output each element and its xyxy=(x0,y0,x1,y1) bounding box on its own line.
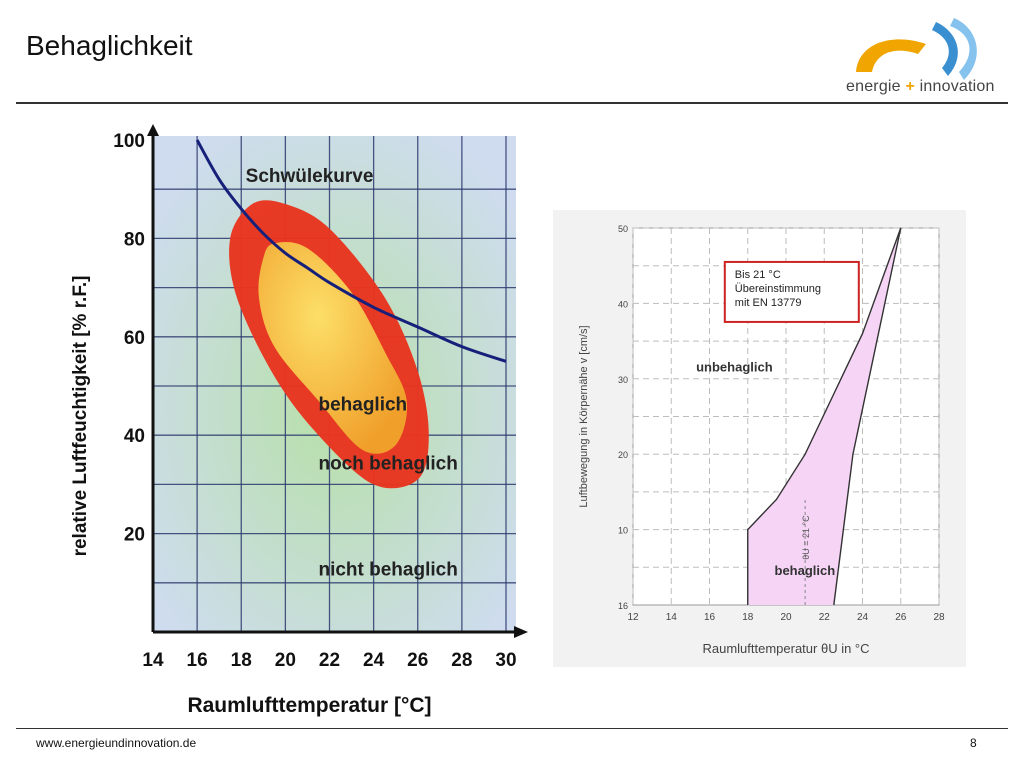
chart1-x-tick-label: 14 xyxy=(142,650,164,671)
logo-text-right: innovation xyxy=(919,78,995,95)
footer-divider xyxy=(16,728,1008,729)
chart1-y-tick-label: 40 xyxy=(124,426,145,447)
chart2-y-tick-label: 16 xyxy=(618,601,628,611)
chart2-x-tick-label: 12 xyxy=(627,612,639,623)
chart2-marker-label: θU = 21 °C xyxy=(801,515,811,560)
logo-blue-swoosh-2 xyxy=(950,18,977,80)
chart1-y-tick-label: 60 xyxy=(124,328,145,349)
chart2-y-tick-label: 20 xyxy=(618,450,628,460)
chart2-region-left-boundary xyxy=(747,227,902,605)
footer-url: www.energieundinnovation.de xyxy=(36,736,197,750)
chart2-annotation-line: mit EN 13779 xyxy=(735,297,802,309)
chart1-y-tick-label: 20 xyxy=(124,525,145,546)
chart2-x-tick-label: 14 xyxy=(666,612,678,623)
chart1-x-tick-label: 26 xyxy=(407,650,428,671)
chart2-x-tick-label: 16 xyxy=(704,612,716,623)
chart1-y-tick-label: 80 xyxy=(124,229,145,250)
chart1-zone-label-behaglich: behaglich xyxy=(318,395,407,416)
chart1-x-tick-label: 16 xyxy=(187,650,208,671)
chart1-x-axis-arrow xyxy=(514,626,528,638)
chart2-x-tick-label: 22 xyxy=(819,612,831,623)
chart2-x-tick-label: 24 xyxy=(857,612,869,623)
chart2-region-behaglich xyxy=(747,228,901,605)
chart2-x-axis-label: Raumlufttemperatur θU in °C xyxy=(702,641,869,656)
chart1-x-tick-label: 24 xyxy=(363,650,385,671)
chart2-y-tick-label: 40 xyxy=(618,299,628,309)
chart2-x-tick-label: 28 xyxy=(933,612,945,623)
chart1-schwuelekurve-line xyxy=(195,139,507,363)
chart1-x-axis-label: Raumlufttemperatur [°C] xyxy=(187,694,431,717)
chart2-x-tick-label: 20 xyxy=(780,612,792,623)
chart1-zone-label-nicht-behaglich: nicht behaglich xyxy=(318,559,457,580)
chart2-label-behaglich: behaglich xyxy=(775,563,836,578)
chart2-x-tick-label: 26 xyxy=(895,612,907,623)
chart1-zone-label-noch-behaglich: noch behaglich xyxy=(318,454,457,475)
chart1-y-tick-label: 100 xyxy=(113,131,145,152)
logo-text-plus: + xyxy=(905,78,915,95)
chart2-y-tick-label: 30 xyxy=(618,375,628,385)
company-logo xyxy=(836,14,1008,100)
chart1-x-tick-label: 20 xyxy=(275,650,296,671)
chart1-x-tick-label: 22 xyxy=(319,650,340,671)
logo-orange-swoosh xyxy=(856,39,926,72)
chart2-region-right-boundary xyxy=(833,227,902,606)
chart2-y-tick-label: 10 xyxy=(618,526,628,536)
logo-blue-swoosh-1 xyxy=(932,22,958,76)
chart1-x-tick-label: 28 xyxy=(451,650,472,671)
chart1-zone-behaglich xyxy=(258,241,408,454)
chart2-label-unbehaglich: unbehaglich xyxy=(696,359,773,374)
chart2-annotation-box xyxy=(723,260,860,323)
page-number: 8 xyxy=(970,736,977,750)
comfort-humidity-chart: 20 40 60 80 100 14 16 18 20 22 24 26 28 30 Raumlufttem… xyxy=(60,120,530,720)
chart1-curve-label: Schwülekurve xyxy=(246,166,374,187)
slide-title: Behaglichkeit xyxy=(26,30,193,61)
chart2-y-tick-label: 50 xyxy=(618,224,628,234)
chart1-x-tick-label: 18 xyxy=(231,650,252,671)
logo-text-left: energie xyxy=(846,78,901,95)
chart2-annotation-line: Übereinstimmung xyxy=(735,283,821,295)
chart2-y-axis-label: Luftbewegung in Körpernähe v [cm/s] xyxy=(578,325,590,507)
header-divider xyxy=(16,102,1008,104)
logo-text: energie + innovation xyxy=(846,78,995,96)
chart2-x-tick-label: 18 xyxy=(742,612,754,623)
chart1-x-tick-label: 30 xyxy=(495,650,516,671)
chart1-y-axis-arrow xyxy=(147,124,159,136)
chart2-annotation-line: Bis 21 °C xyxy=(735,269,781,281)
chart1-y-axis-label: relative Luftfeuchtigkeit [% r.F.] xyxy=(70,276,91,557)
air-movement-chart: θU = 21 °C 12 14 16 18 20 22 24 26 28 16 10 20 30 40 50… xyxy=(553,210,966,667)
